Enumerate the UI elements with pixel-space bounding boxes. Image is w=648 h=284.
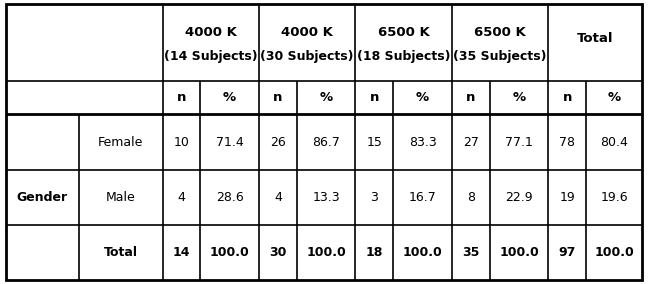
Text: 97: 97 (559, 246, 576, 259)
Text: 78: 78 (559, 135, 575, 149)
Text: 100.0: 100.0 (307, 246, 346, 259)
Text: 10: 10 (174, 135, 189, 149)
Text: 3: 3 (371, 191, 378, 204)
Text: 19: 19 (559, 191, 575, 204)
Text: n: n (273, 91, 283, 104)
Text: n: n (177, 91, 186, 104)
Text: %: % (607, 91, 621, 104)
Text: 100.0: 100.0 (402, 246, 443, 259)
Text: %: % (223, 91, 237, 104)
Text: Total: Total (577, 32, 614, 45)
Text: 18: 18 (365, 246, 383, 259)
Text: 22.9: 22.9 (505, 191, 533, 204)
Text: n: n (562, 91, 572, 104)
Text: n: n (369, 91, 379, 104)
Text: n: n (466, 91, 476, 104)
Text: 35: 35 (462, 246, 480, 259)
Text: 4000 K: 4000 K (185, 26, 237, 39)
Text: 77.1: 77.1 (505, 135, 533, 149)
Text: 16.7: 16.7 (409, 191, 436, 204)
Text: 27: 27 (463, 135, 479, 149)
Text: 26: 26 (270, 135, 286, 149)
Text: Female: Female (98, 135, 143, 149)
Text: 4: 4 (274, 191, 282, 204)
Text: 100.0: 100.0 (499, 246, 539, 259)
Text: 30: 30 (269, 246, 286, 259)
Text: 15: 15 (366, 135, 382, 149)
Text: %: % (513, 91, 526, 104)
Text: Gender: Gender (17, 191, 68, 204)
Text: 80.4: 80.4 (600, 135, 628, 149)
Text: 28.6: 28.6 (216, 191, 244, 204)
Text: 6500 K: 6500 K (378, 26, 430, 39)
Text: 8: 8 (467, 191, 475, 204)
Text: 100.0: 100.0 (210, 246, 249, 259)
Text: Total: Total (104, 246, 137, 259)
Text: 19.6: 19.6 (600, 191, 628, 204)
Text: 86.7: 86.7 (312, 135, 340, 149)
Text: 13.3: 13.3 (312, 191, 340, 204)
Text: 100.0: 100.0 (594, 246, 634, 259)
Text: (35 Subjects): (35 Subjects) (454, 50, 547, 63)
Text: 14: 14 (172, 246, 190, 259)
Text: 71.4: 71.4 (216, 135, 244, 149)
Text: (18 Subjects): (18 Subjects) (357, 50, 450, 63)
Text: (14 Subjects): (14 Subjects) (164, 50, 258, 63)
Text: %: % (319, 91, 332, 104)
Text: (30 Subjects): (30 Subjects) (260, 50, 354, 63)
Text: 6500 K: 6500 K (474, 26, 526, 39)
Text: 83.3: 83.3 (409, 135, 436, 149)
Text: 4: 4 (178, 191, 185, 204)
Text: %: % (416, 91, 429, 104)
Text: Male: Male (106, 191, 135, 204)
Text: 4000 K: 4000 K (281, 26, 333, 39)
